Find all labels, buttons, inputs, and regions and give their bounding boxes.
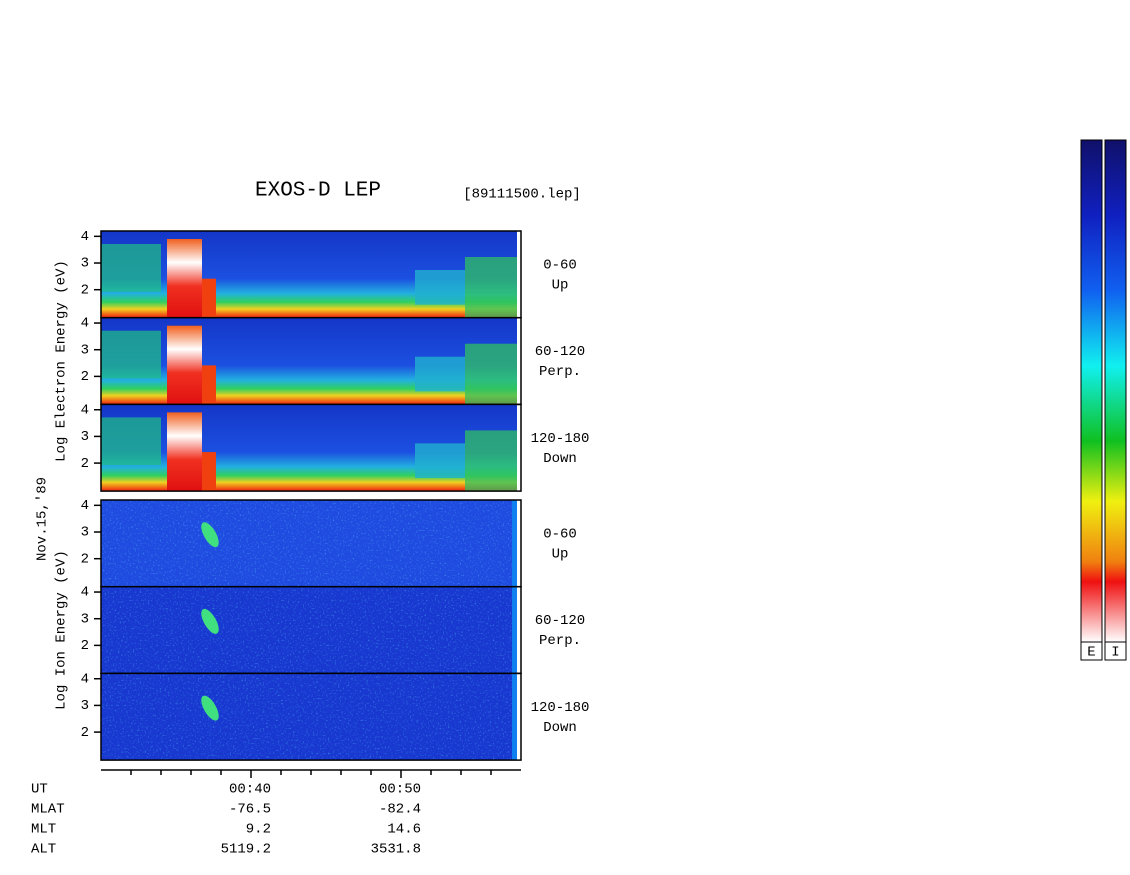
panel-frame (100, 672, 522, 761)
y-tick-label: 2 (81, 638, 89, 654)
panel-sublabel: Perp. (539, 364, 581, 380)
chart-title: EXOS-D LEP (255, 180, 381, 203)
orbit-value: 3531.8 (371, 842, 421, 858)
x-tick-label: 00:40 (229, 782, 271, 798)
panel-label: 120-180 (531, 700, 590, 716)
y-tick-label: 2 (81, 282, 89, 298)
spectrum-edge (512, 673, 517, 761)
spectrum-streak (201, 522, 219, 548)
spectrum-band (101, 244, 161, 292)
y-tick-label: 2 (81, 551, 89, 567)
panel-label: 0-60 (543, 527, 577, 543)
panel-sublabel: Up (552, 546, 569, 562)
y-tick-label: 4 (81, 498, 89, 514)
x-tick-label: 00:50 (379, 782, 421, 798)
spectrum-band (101, 330, 161, 379)
spectrum-blob (202, 365, 216, 405)
spectrum-streak (201, 608, 219, 634)
spectrum-band (101, 417, 161, 466)
y-tick-label: 3 (81, 698, 89, 714)
panel-label: 60-120 (535, 344, 585, 360)
spectrogram-panel (100, 230, 522, 319)
y-tick-label: 2 (81, 456, 89, 472)
spectrogram-panel (100, 585, 522, 675)
y-axis-label: Log Electron Energy (eV) (54, 260, 70, 462)
y-tick-label: 3 (81, 611, 89, 627)
y-tick-label: 2 (81, 725, 89, 741)
spectrum-edge (512, 586, 517, 674)
orbit-value: 5119.2 (221, 842, 271, 858)
orbit-value: 14.6 (387, 822, 421, 838)
color-bar-label: E (1087, 645, 1095, 661)
spectrum-noise (101, 673, 517, 761)
color-bar-label-box (1104, 641, 1127, 661)
panel-label: 120-180 (531, 431, 590, 447)
spectrum-band (415, 443, 465, 479)
color-bar (1104, 139, 1127, 643)
spectrum-blob (202, 278, 216, 318)
spectrum-band (415, 356, 465, 392)
orbit-label: ALT (31, 842, 56, 858)
color-bar-label-box (1080, 641, 1103, 661)
spectrogram-panel (100, 316, 522, 406)
panel-frame (100, 403, 522, 492)
spectrogram-panel (100, 672, 522, 761)
spectrum-band (465, 430, 517, 492)
spectrum-band (465, 257, 517, 318)
spectrum-band (415, 270, 465, 305)
orbit-value: -82.4 (379, 802, 421, 818)
spectrum-band (465, 343, 517, 405)
spectrum-noise (101, 586, 517, 674)
panel-sublabel: Down (543, 720, 577, 736)
y-tick-label: 2 (81, 369, 89, 385)
panel-sublabel: Down (543, 451, 577, 467)
spectrogram-panel (100, 499, 522, 588)
orbit-value: -76.5 (229, 802, 271, 818)
y-tick-label: 3 (81, 256, 89, 272)
spectrum-streak (201, 695, 219, 721)
y-tick-label: 4 (81, 316, 89, 332)
y-tick-label: 4 (81, 229, 89, 245)
spectrum-edge (512, 500, 517, 587)
color-bar (1080, 139, 1103, 643)
spectrum-noise (101, 500, 517, 587)
date-label: Nov.15,'89 (35, 477, 51, 561)
y-tick-label: 4 (81, 402, 89, 418)
spectrum-blob (167, 325, 202, 405)
spectrum-blob (167, 412, 202, 492)
spectrum-blob (167, 239, 202, 318)
orbit-value: 9.2 (246, 822, 271, 838)
x-axis-label: UT (31, 782, 48, 798)
spectrogram-panel (100, 403, 522, 492)
y-tick-label: 4 (81, 585, 89, 601)
y-tick-label: 3 (81, 342, 89, 358)
panel-sublabel: Up (552, 277, 569, 293)
color-bar-label: I (1111, 645, 1119, 661)
y-tick-label: 3 (81, 429, 89, 445)
y-tick-label: 4 (81, 671, 89, 687)
orbit-label: MLAT (31, 802, 65, 818)
file-name: [89111500.lep] (463, 187, 581, 203)
panel-label: 0-60 (543, 258, 577, 274)
orbit-label: MLT (31, 822, 56, 838)
y-tick-label: 3 (81, 525, 89, 541)
y-axis-label: Log Ion Energy (eV) (54, 550, 70, 710)
panel-label: 60-120 (535, 613, 585, 629)
panel-sublabel: Perp. (539, 633, 581, 649)
spectrum-blob (202, 452, 216, 492)
